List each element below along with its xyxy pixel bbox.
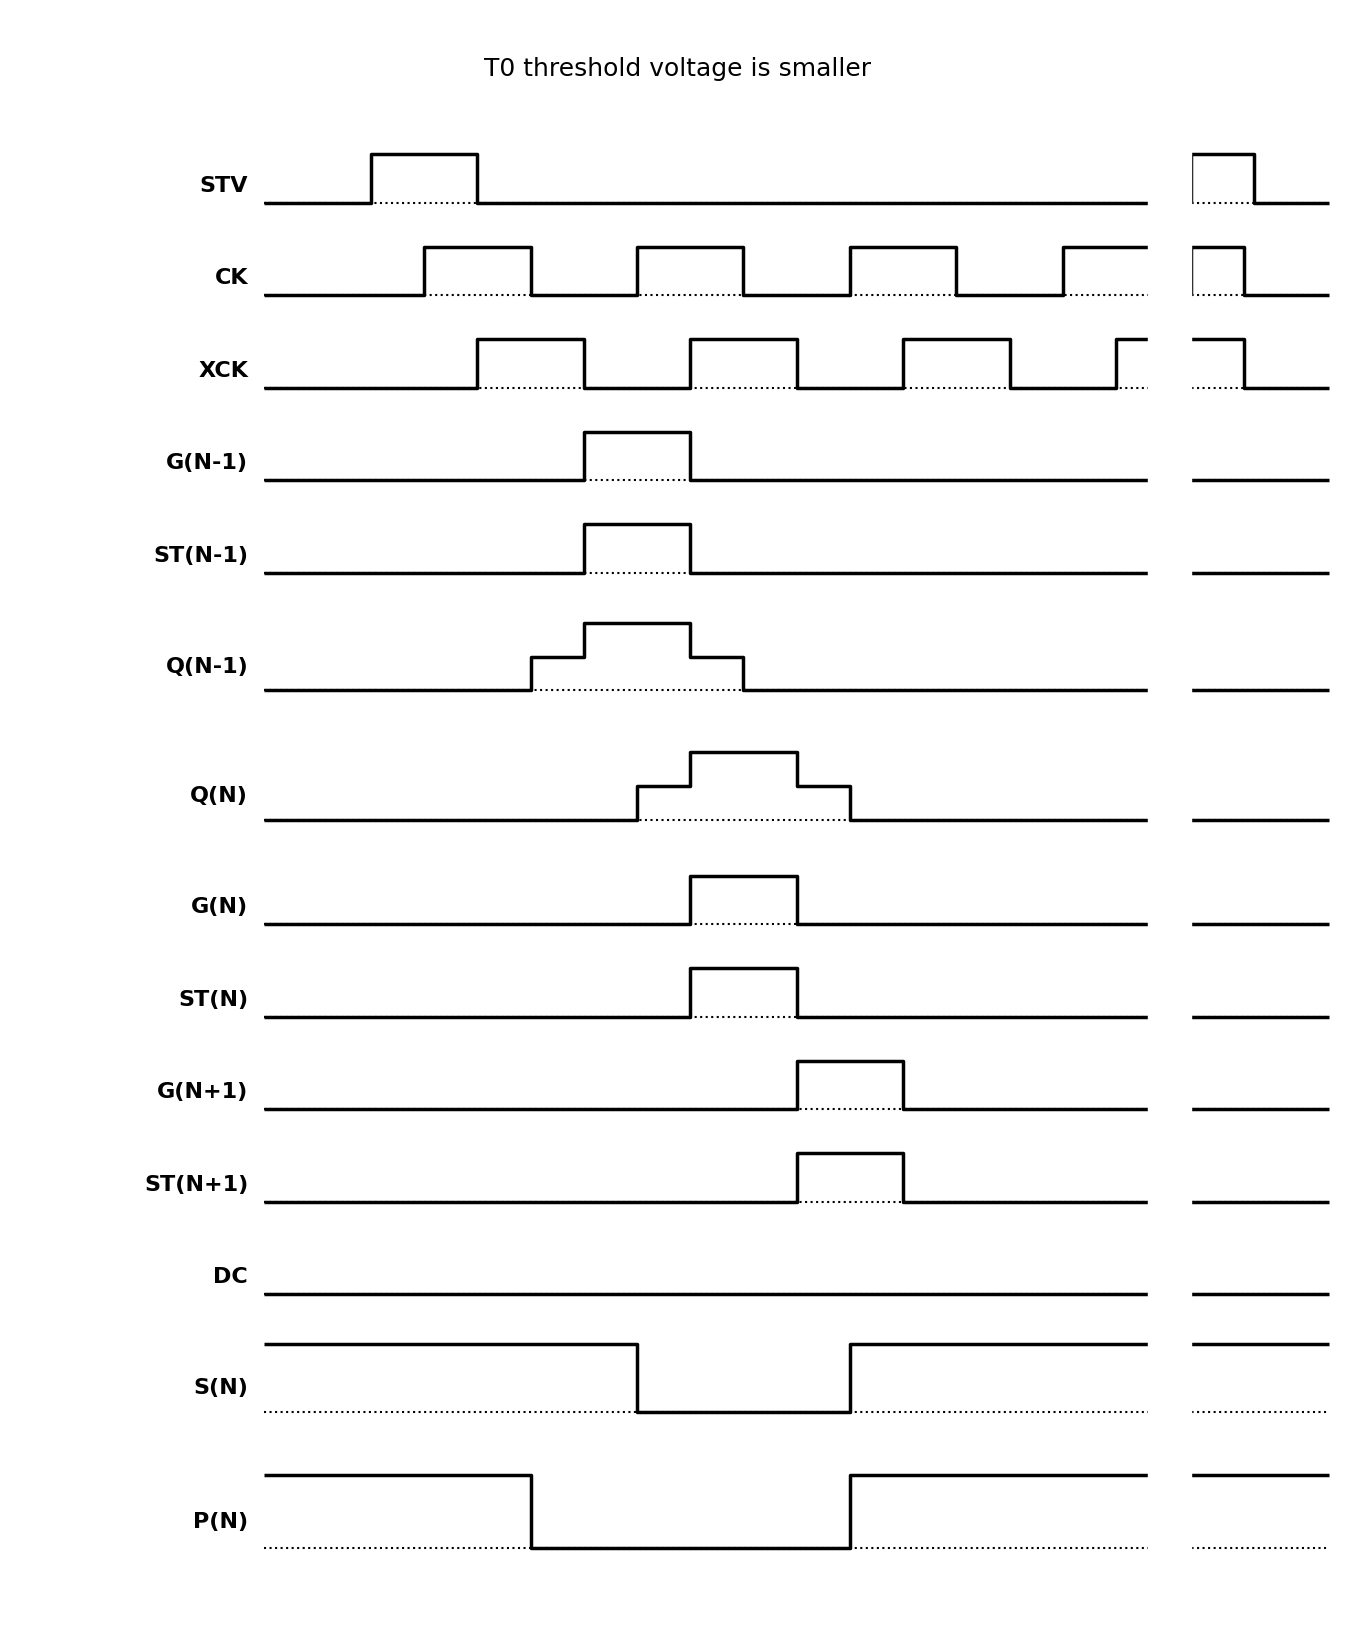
Text: ST(N+1): ST(N+1): [144, 1175, 248, 1195]
Text: G(N-1): G(N-1): [167, 453, 248, 473]
Text: DC: DC: [213, 1267, 248, 1287]
Text: P(N): P(N): [193, 1513, 248, 1533]
Text: XCK: XCK: [198, 361, 248, 381]
Text: Q(N-1): Q(N-1): [165, 656, 248, 676]
Text: S(N): S(N): [194, 1378, 248, 1398]
Text: ST(N): ST(N): [178, 990, 248, 1009]
Text: ST(N-1): ST(N-1): [153, 546, 248, 566]
Text: G(N): G(N): [191, 898, 248, 917]
Text: STV: STV: [199, 176, 248, 195]
Text: Q(N): Q(N): [190, 786, 248, 806]
Text: T0 threshold voltage is smaller: T0 threshold voltage is smaller: [484, 57, 872, 82]
Bar: [1149, 57, 1191, 1592]
Text: G(N+1): G(N+1): [157, 1083, 248, 1103]
Text: CK: CK: [214, 267, 248, 289]
